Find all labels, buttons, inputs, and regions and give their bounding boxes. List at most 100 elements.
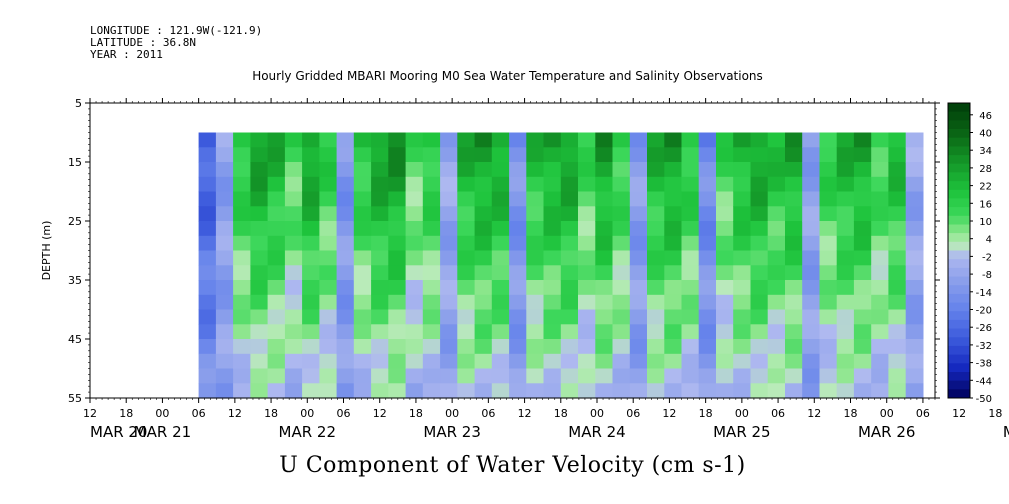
heatmap-cell bbox=[888, 176, 907, 193]
heatmap-cell bbox=[819, 294, 838, 311]
heatmap-cell bbox=[491, 383, 510, 399]
heatmap-cell bbox=[215, 132, 234, 148]
colorbar-segment bbox=[948, 354, 970, 364]
heatmap-cell bbox=[302, 147, 320, 163]
heatmap-cell bbox=[371, 147, 389, 163]
heatmap-cell bbox=[647, 294, 665, 311]
heatmap-cell bbox=[405, 339, 424, 355]
heatmap-cell bbox=[802, 206, 820, 222]
heatmap-cell bbox=[215, 265, 234, 281]
heatmap-cell bbox=[319, 206, 338, 222]
heatmap-cell bbox=[474, 294, 493, 311]
heatmap-cell bbox=[353, 162, 372, 178]
heatmap-cell bbox=[233, 235, 251, 252]
heatmap-cell bbox=[457, 368, 476, 384]
heatmap-cell bbox=[647, 368, 665, 384]
heatmap-cell bbox=[888, 294, 907, 311]
heatmap-cell bbox=[698, 132, 717, 148]
heatmap-cell bbox=[388, 294, 407, 311]
heatmap-cell bbox=[474, 176, 493, 193]
heatmap-cell bbox=[716, 221, 734, 237]
heatmap-cell bbox=[647, 162, 665, 178]
heatmap-cell bbox=[716, 339, 734, 355]
heatmap-cell bbox=[819, 383, 838, 399]
heatmap-cell bbox=[353, 368, 372, 384]
heatmap-cell bbox=[888, 206, 907, 222]
heatmap-cell bbox=[336, 265, 355, 281]
heatmap-cell bbox=[422, 132, 441, 148]
heatmap-cell bbox=[836, 191, 855, 207]
heatmap-cell bbox=[767, 309, 786, 325]
heatmap-cell bbox=[267, 294, 286, 311]
heatmap-cell bbox=[681, 176, 700, 193]
x-hour-label: 18 bbox=[409, 407, 423, 420]
x-hour-label: 18 bbox=[699, 407, 713, 420]
heatmap-cell bbox=[802, 383, 820, 399]
heatmap-cell bbox=[371, 339, 389, 355]
heatmap-cell bbox=[422, 309, 441, 325]
heatmap-cell bbox=[664, 324, 683, 340]
x-hour-label: 12 bbox=[83, 407, 97, 420]
heatmap-cell bbox=[698, 368, 717, 384]
heatmap-cell bbox=[388, 265, 407, 281]
heatmap-cell bbox=[267, 206, 286, 222]
heatmap-cell bbox=[836, 309, 855, 325]
heatmap-cell bbox=[785, 280, 803, 296]
colorbar-label: 40 bbox=[979, 129, 992, 140]
heatmap-cell bbox=[664, 368, 683, 384]
heatmap-cell bbox=[733, 235, 751, 252]
colorbar-segment bbox=[948, 129, 970, 139]
colorbar-label: 34 bbox=[979, 146, 992, 157]
heatmap-cell bbox=[371, 176, 389, 193]
heatmap-cell bbox=[215, 309, 234, 325]
heatmap-cell bbox=[819, 162, 838, 178]
x-hour-label: 00 bbox=[880, 407, 894, 420]
heatmap-cell bbox=[491, 162, 510, 178]
heatmap-cell bbox=[664, 191, 683, 207]
colorbar-label: 10 bbox=[979, 217, 992, 228]
heatmap-cell bbox=[819, 176, 838, 193]
heatmap-cell bbox=[509, 221, 527, 237]
heatmap-cell bbox=[905, 250, 924, 266]
heatmap-cell bbox=[750, 368, 769, 384]
heatmap-cell bbox=[215, 353, 234, 370]
heatmap-cell bbox=[353, 383, 372, 399]
heatmap-cell bbox=[302, 250, 320, 266]
heatmap-cell bbox=[526, 353, 545, 370]
heatmap-cell bbox=[302, 221, 320, 237]
heatmap-cell bbox=[905, 221, 924, 237]
heatmap-cell bbox=[198, 206, 217, 222]
colorbar-segment bbox=[948, 328, 970, 338]
chart-title: Hourly Gridded MBARI Mooring M0 Sea Wate… bbox=[252, 69, 763, 83]
x-hour-label: 18 bbox=[264, 407, 278, 420]
heatmap-cell bbox=[836, 132, 855, 148]
heatmap-cell bbox=[250, 368, 269, 384]
heatmap-cell bbox=[198, 324, 217, 340]
heatmap-cell bbox=[353, 221, 372, 237]
heatmap-cell bbox=[388, 147, 407, 163]
heatmap-cell bbox=[785, 368, 803, 384]
x-hour-label: 18 bbox=[988, 407, 1002, 420]
heatmap-cell bbox=[198, 250, 217, 266]
heatmap-cell bbox=[198, 191, 217, 207]
heatmap-cell bbox=[405, 265, 424, 281]
heatmap-cell bbox=[905, 324, 924, 340]
heatmap-cell bbox=[491, 176, 510, 193]
colorbar-segment bbox=[948, 389, 970, 399]
heatmap-cell bbox=[802, 162, 820, 178]
heatmap-cell bbox=[836, 250, 855, 266]
heatmap-cell bbox=[388, 221, 407, 237]
heatmap-cell bbox=[767, 265, 786, 281]
heatmap-cell bbox=[336, 294, 355, 311]
heatmap-cell bbox=[802, 147, 820, 163]
heatmap-cell bbox=[319, 339, 338, 355]
heatmap-cell bbox=[612, 309, 631, 325]
heatmap-cell bbox=[888, 353, 907, 370]
heatmap-cell bbox=[647, 339, 665, 355]
heatmap-cell bbox=[491, 235, 510, 252]
heatmap-cell bbox=[405, 250, 424, 266]
heatmap-cell bbox=[560, 132, 579, 148]
heatmap-cell bbox=[733, 309, 751, 325]
heatmap-cell bbox=[474, 339, 493, 355]
heatmap-cell bbox=[819, 250, 838, 266]
